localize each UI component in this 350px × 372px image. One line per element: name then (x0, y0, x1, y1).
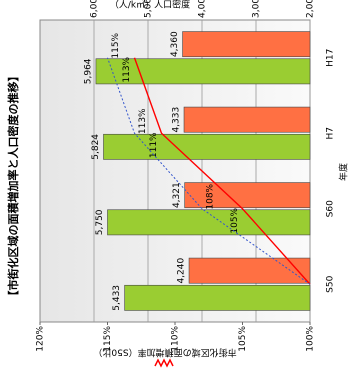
line-value-label: 113% (122, 56, 132, 82)
bar (183, 106, 311, 133)
bar-value-label: 5,964 (83, 58, 93, 84)
line-value-label: 115% (111, 32, 121, 58)
y2-tick-label: 5,000 (144, 0, 154, 18)
bar-value-label: 4,333 (172, 107, 182, 133)
bar (182, 31, 311, 58)
line-value-label: 111% (149, 132, 159, 158)
line (133, 57, 311, 285)
chart-title: 【市街化区域の面積増加率と人口密度の推移】 (6, 71, 20, 302)
y-tick-label: 100% (306, 326, 316, 352)
y2-tick-label: 6,000 (90, 0, 100, 18)
bar-value-label: 5,824 (91, 134, 101, 160)
bar (184, 182, 311, 209)
y-tick-label: 105% (238, 326, 248, 352)
bar-value-label: 4,360 (170, 31, 180, 57)
bar (107, 209, 311, 236)
bar (103, 133, 311, 160)
line (107, 57, 311, 285)
bar-value-label: 5,750 (95, 209, 105, 235)
legend-swatch (154, 358, 174, 368)
y-axis-title: 市街化区域の面積増加率（S50比） (93, 347, 236, 359)
y2-tick-label: 3,000 (252, 0, 262, 18)
line-value-label: 105% (230, 207, 240, 233)
bar (188, 257, 311, 284)
y2-tick-label: 2,000 (306, 0, 316, 18)
x-tick-label: S60 (326, 200, 336, 217)
y-tick-label: 110% (171, 326, 181, 352)
y2-tick-label: 4,000 (198, 0, 208, 18)
bar-value-label: 4,321 (172, 182, 182, 208)
y2-axis-title: （人/k㎡）人口密度 (110, 0, 190, 11)
x-tick-label: H17 (326, 49, 336, 67)
bar-value-label: 5,433 (112, 285, 122, 311)
line-value-label: 108% (206, 183, 216, 209)
x-axis-title: 年度 (338, 163, 350, 181)
y-tick-label: 115% (103, 326, 113, 352)
x-tick-label: S50 (326, 275, 336, 292)
bar (95, 58, 311, 85)
bar-value-label: 4,240 (177, 258, 187, 284)
y-tick-label: 120% (36, 326, 46, 352)
rotated-chart: 【市街化区域の面積増加率と人口密度の推移】 市街化区域の面積増加率（S50比） … (6, 0, 350, 368)
bar (124, 284, 311, 311)
line-value-label: 113% (138, 108, 148, 134)
x-tick-label: H7 (326, 127, 336, 140)
